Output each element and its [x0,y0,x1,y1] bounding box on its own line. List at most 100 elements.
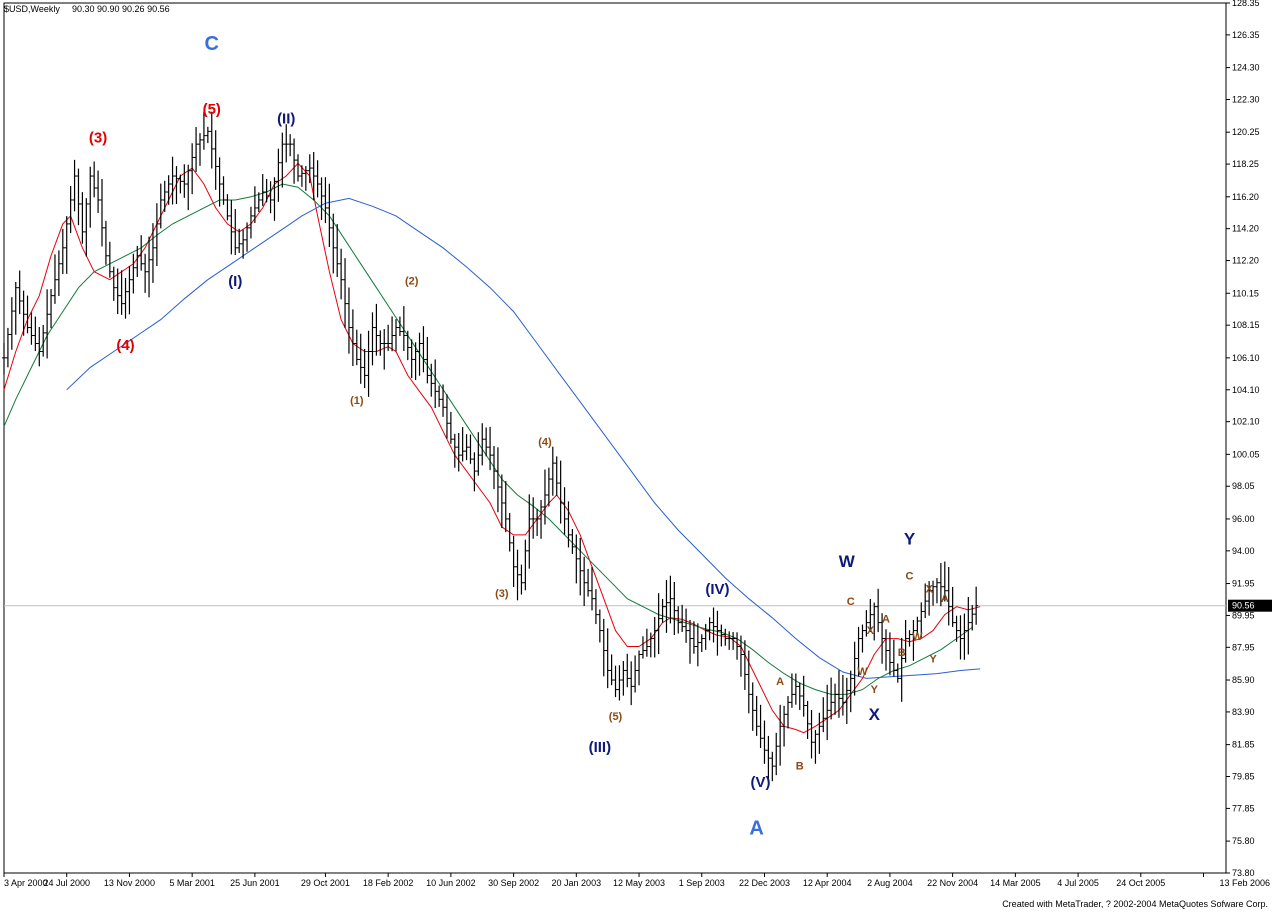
x-tick-label: 18 Feb 2002 [363,878,414,888]
wave-label: C [205,33,219,55]
price-bar [45,289,50,359]
plot-frame [3,2,1227,874]
price-bar [276,148,281,202]
price-bar [209,111,214,169]
price-bar [174,166,179,205]
price-bar [582,556,587,607]
price-bar [860,624,865,653]
price-bar [480,423,485,466]
wave-label: (IV) [705,581,729,598]
x-tick-label: 10 Jun 2002 [426,878,476,888]
price-bar [691,621,696,654]
price-bar [264,178,269,203]
x-tick-label: 24 Oct 2005 [1116,878,1165,888]
price-bar [378,330,383,356]
price-bar [919,602,924,638]
price-bar [660,598,665,623]
price-bar [268,181,273,214]
price-bar [488,426,493,471]
y-tick-label: 114.20 [1232,224,1259,234]
y-tick-label: 118.25 [1232,159,1259,169]
price-bar [456,432,461,472]
price-bar [205,126,210,144]
price-bar [907,630,912,647]
x-tick-label: 1 Sep 2003 [679,878,725,888]
wave-label: Y [904,529,916,548]
x-tick-label: 5 Mar 2001 [169,878,215,888]
price-bar [256,192,261,212]
y-tick-label: 73.80 [1232,868,1255,878]
x-tick-label: 20 Jan 2003 [552,878,602,888]
price-bar [809,709,814,759]
price-bar [550,446,555,496]
price-bar [958,615,963,660]
price-bar [593,589,598,625]
price-bar [876,588,881,633]
price-bar [797,682,802,711]
price-bar [68,186,73,234]
price-bar [625,653,630,688]
price-bar [829,677,834,720]
price-bar [299,165,304,187]
price-bar [786,696,790,729]
price-bar [386,324,391,351]
price-bar [966,597,971,655]
price-bar [139,235,144,271]
price-bar [774,732,779,776]
price-bar [135,245,140,278]
price-bar [17,270,22,315]
y-tick-label: 94.00 [1232,546,1255,556]
price-bar [119,270,124,315]
price-bar [546,467,551,507]
wave-label: B [796,760,804,772]
y-tick-label: 106.10 [1232,353,1260,363]
y-tick-label: 85.90 [1232,675,1255,685]
price-bar [844,677,849,724]
price-bar [652,616,657,658]
price-bar [950,586,955,627]
x-tick-label: 14 Mar 2005 [990,878,1041,888]
price-bar [201,111,206,150]
y-tick-label: 126.35 [1232,30,1260,40]
ohlc-readout: 90.30 90.90 90.26 90.56 [72,4,170,14]
price-bar [131,253,136,294]
wave-label: (1) [350,395,364,407]
price-bar [715,610,720,656]
price-bar [217,157,222,207]
y-tick-label: 98.05 [1232,481,1255,491]
price-bar [817,712,822,754]
price-bar [688,619,692,664]
price-bar [586,568,591,597]
price-bar [123,277,128,319]
wave-label: W [839,552,856,571]
price-bar [354,329,359,366]
price-bar [284,124,289,163]
price-bar [339,248,344,300]
wave-label: (3) [495,588,509,600]
price-bar [880,613,885,664]
price-bar [60,228,65,275]
price-bar [707,617,712,641]
price-bar [637,650,642,686]
price-bar [574,534,579,584]
price-bar [394,319,398,352]
price-bar [382,329,387,370]
price-bar [178,174,183,194]
wave-label: W [912,631,923,643]
price-bar [327,183,332,247]
price-bar [315,160,320,198]
price-bar [931,580,936,606]
price-bar [758,704,763,748]
price-bar [464,434,469,461]
price-bar [233,209,238,256]
price-bar [5,327,10,368]
price-bar [648,632,653,658]
price-bar [288,134,293,157]
y-tick-label: 102.10 [1232,417,1260,427]
price-bar [731,632,736,650]
price-bar [468,434,473,464]
wave-label: B [898,647,906,659]
price-bar [872,602,877,641]
price-bar [942,561,947,602]
